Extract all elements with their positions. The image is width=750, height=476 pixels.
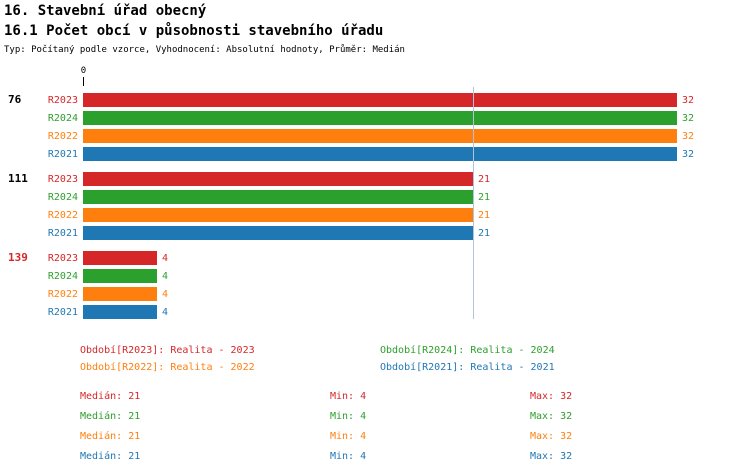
stat-min: Min: 4 [330,391,367,402]
legend-item-label: Období[R2022]: [80,362,165,373]
stats-row: Medián: 21 Min: 4 Max: 32 [0,451,750,464]
bar [83,111,677,125]
legend-item: Období[R2023]: Realita - 2023 [80,345,255,357]
bar-value-label: 32 [682,149,695,160]
median-line [473,87,474,319]
chart-title: 16.1 Počet obcí v působnosti stavebního … [4,23,384,39]
row-label: R2024 [47,113,78,124]
bar [83,208,473,222]
stat-min: Min: 4 [330,411,367,422]
bar [83,147,677,161]
axis-tick-icon [83,77,84,86]
bar-value-label: 4 [162,307,169,318]
bar [83,93,677,107]
legend-item: Období[R2021]: Realita - 2021 [380,362,555,374]
row-label: R2023 [47,174,78,185]
row-label: R2021 [47,228,78,239]
bar [83,305,157,319]
bar-value-label: 4 [162,271,169,282]
bar-value-label: 32 [682,113,695,124]
axis-zero-label: 0 [80,66,87,76]
stats-row: Medián: 21 Min: 4 Max: 32 [0,431,750,444]
bar [83,129,677,143]
group-label: 139 [8,251,28,264]
bar-value-label: 32 [682,95,695,106]
legend-item-value: Realita - 2024 [470,345,555,356]
legend-item: Období[R2022]: Realita - 2022 [80,362,255,374]
legend-item-label: Období[R2023]: [80,345,165,356]
bar [83,287,157,301]
group-label: 111 [8,172,28,185]
bar-value-label: 21 [478,228,491,239]
stat-max: Max: 32 [530,391,573,402]
row-label: R2024 [47,271,78,282]
bar-value-label: 21 [478,174,491,185]
stat-median: Medián: 21 [80,431,141,442]
bar-value-label: 4 [162,253,169,264]
row-label: R2022 [47,131,78,142]
legend-item-label: Období[R2024]: [380,345,465,356]
row-label: R2022 [47,210,78,221]
bar-value-label: 21 [478,210,491,221]
row-label: R2024 [47,192,78,203]
bar-chart: 0 76 R2023 32 R2024 32 R2022 32 R2021 32 111 R2023… [0,66,750,328]
bar [83,269,157,283]
row-label: R2022 [47,289,78,300]
row-label: R2021 [47,307,78,318]
stats-row: Medián: 21 Min: 4 Max: 32 [0,391,750,404]
group-label: 76 [8,93,22,106]
stat-median: Medián: 21 [80,391,141,402]
bar [83,190,473,204]
legend-item-value: Realita - 2022 [170,362,255,373]
bar-value-label: 32 [682,131,695,142]
stat-max: Max: 32 [530,431,573,442]
row-label: R2023 [47,253,78,264]
legend-item: Období[R2024]: Realita - 2024 [380,345,555,357]
bar [83,251,157,265]
bar-value-label: 21 [478,192,491,203]
stat-median: Medián: 21 [80,451,141,462]
bar-value-label: 4 [162,289,169,300]
stats-row: Medián: 21 Min: 4 Max: 32 [0,411,750,424]
stat-min: Min: 4 [330,431,367,442]
bar [83,172,473,186]
legend-item-value: Realita - 2023 [170,345,255,356]
bar [83,226,473,240]
stat-median: Medián: 21 [80,411,141,422]
page-title: 16. Stavební úřad obecný [4,3,207,19]
row-label: R2023 [47,95,78,106]
stat-min: Min: 4 [330,451,367,462]
row-label: R2021 [47,149,78,160]
chart-meta: Typ: Počítaný podle vzorce, Vyhodnocení:… [4,45,405,55]
legend-item-value: Realita - 2021 [470,362,555,373]
stat-max: Max: 32 [530,411,573,422]
legend-item-label: Období[R2021]: [380,362,465,373]
stat-max: Max: 32 [530,451,573,462]
